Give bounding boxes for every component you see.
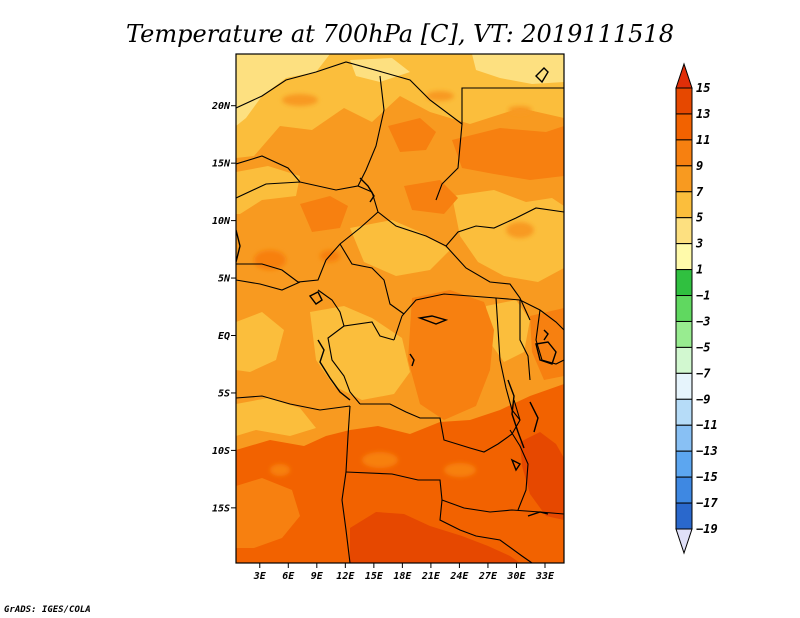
colorbar-segment <box>675 191 693 219</box>
x-tick-label: 12E <box>336 571 355 582</box>
colorbar-level-label: −3 <box>696 314 710 328</box>
field-7-9-east <box>452 190 564 282</box>
colorbar-level-label: 1 <box>696 263 703 277</box>
field-13-15-kalahari <box>350 512 520 563</box>
x-tick-label: 33E <box>535 571 555 582</box>
colorbar-level-label: −19 <box>696 522 718 536</box>
map-frame <box>235 53 565 564</box>
y-tick-label: 5N <box>218 274 231 285</box>
colorbar-level-label: −17 <box>696 496 718 510</box>
field-7-9-sahel-west <box>236 166 300 214</box>
colorbar-segment <box>675 372 693 400</box>
field-7-9-angola-coast <box>236 398 316 436</box>
field-9-11-drc <box>408 290 494 420</box>
colorbar-segment <box>675 139 693 167</box>
y-tick-label: 10S <box>212 446 230 457</box>
x-tick-label: 15E <box>365 571 384 582</box>
colorbar-top-triangle <box>675 62 693 89</box>
y-tick-label: 15S <box>212 503 230 514</box>
colorbar-segment <box>675 320 693 348</box>
colorbar-segment <box>675 217 693 245</box>
colorbar-segment <box>675 165 693 193</box>
colorbar-level-label: 15 <box>696 81 710 95</box>
field-13-15-zambezi <box>520 432 564 520</box>
field-7-9-gulf <box>236 312 284 372</box>
y-tick-label: 15N <box>212 159 231 170</box>
colorbar: 15 13 11 9 7 5 3 1 −1 −3 −5 −7 −9 −11 −13 −15 −17 −19 <box>675 62 718 555</box>
x-tick-label: 24E <box>449 571 469 582</box>
x-tick-label: 30E <box>506 571 526 582</box>
map-axes: 3E 6E 9E 12E 15E 18E 21E 24E 27E 30E 33E 20N 15N 10N 5… <box>211 101 555 582</box>
colorbar-level-label: 11 <box>696 133 710 147</box>
colorbar-segment <box>675 269 693 297</box>
field-7-9-north <box>236 54 564 158</box>
field-9-11-central <box>404 180 458 214</box>
x-tick-label: 6E <box>282 571 295 582</box>
x-tick-label: 27E <box>478 571 498 582</box>
field-9-11-namibia-coast <box>236 478 300 548</box>
field-7-9-congo <box>310 306 410 400</box>
colorbar-segment <box>675 243 693 271</box>
coastlines-and-lakes <box>236 67 557 517</box>
colorbar-level-label: 13 <box>696 107 710 121</box>
colorbar-level-label: −13 <box>696 444 718 458</box>
colorbar-level-label: 3 <box>695 237 703 251</box>
colorbar-level-label: 9 <box>696 159 703 173</box>
x-tick-label: 21E <box>421 571 441 582</box>
colorbar-level-label: 7 <box>696 185 704 199</box>
y-tick-label: 20N <box>211 101 231 112</box>
colorbar-segment <box>675 450 693 478</box>
colorbar-segment <box>675 295 693 322</box>
x-tick-label: 3E <box>253 571 267 582</box>
field-9-11-sudan <box>452 126 564 180</box>
x-tick-label: 18E <box>393 571 412 582</box>
field-9-11-east-coast <box>530 308 564 380</box>
field-11-13-south <box>236 384 564 563</box>
colorbar-level-label: −7 <box>696 366 711 380</box>
colorbar-level-label: −9 <box>696 392 710 406</box>
colorbar-segment <box>675 476 693 504</box>
field-5-7-north <box>236 54 330 126</box>
colorbar-level-label: 5 <box>696 211 703 225</box>
y-tick-label: 10N <box>212 216 231 227</box>
field-9-11-chad <box>388 118 436 152</box>
temperature-field <box>236 54 564 563</box>
colorbar-level-label: −5 <box>696 340 710 354</box>
country-boundaries <box>236 61 564 563</box>
chart-title: Temperature at 700hPa [C], VT: 201911151… <box>126 20 674 48</box>
colorbar-segment <box>675 346 693 374</box>
colorbar-level-label: −15 <box>696 470 718 484</box>
colorbar-segment <box>675 502 693 530</box>
colorbar-segment <box>675 398 693 426</box>
colorbar-segment <box>675 424 693 452</box>
grads-credit: GrADS: IGES/COLA <box>4 605 91 615</box>
y-tick-label: EQ <box>218 331 230 342</box>
x-tick-label: 9E <box>311 571 324 582</box>
colorbar-bottom-triangle <box>675 528 693 555</box>
colorbar-segment <box>675 113 693 141</box>
y-tick-label: 5S <box>218 388 230 399</box>
colorbar-level-label: −11 <box>696 418 718 432</box>
colorbar-level-label: −1 <box>696 289 710 303</box>
field-7-9-car <box>350 220 450 276</box>
field-9-11-nigeria <box>300 196 348 232</box>
field-5-7-northeast <box>472 54 564 84</box>
colorbar-segment <box>675 87 693 115</box>
